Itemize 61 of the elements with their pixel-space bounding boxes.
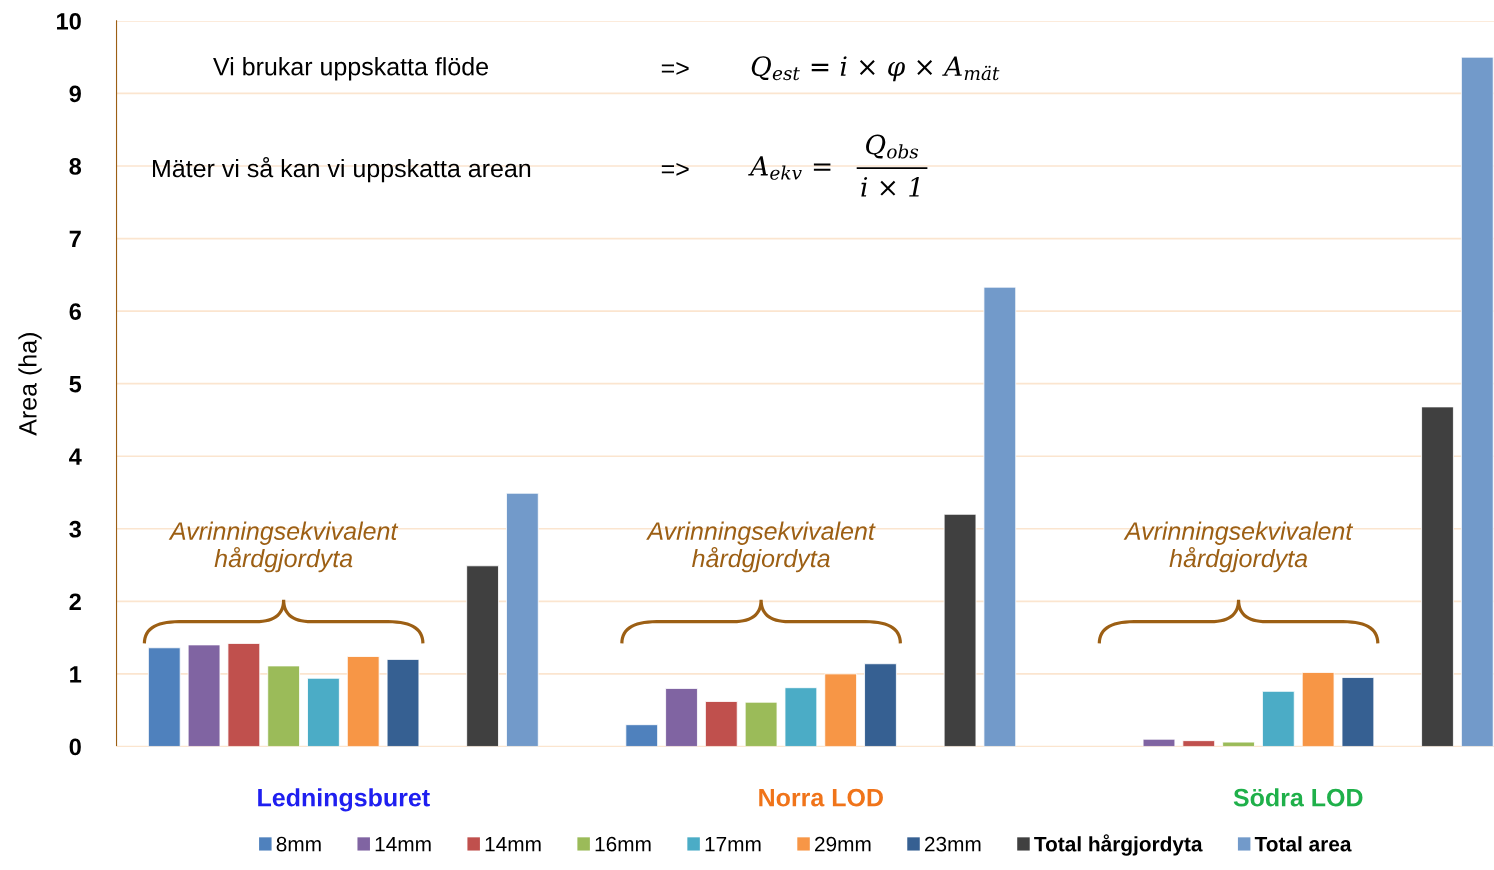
bar (1262, 690, 1295, 747)
annotation: Q$_{obs}$ (866, 134, 919, 159)
bar (227, 643, 261, 747)
annotation: Avrinningsekvivalent hårdgjordyta (168, 521, 399, 573)
y-tick-label: 7 (69, 230, 81, 248)
annotation: Q$_{est}$ = i × φ × A$_{mät}$ (751, 56, 1000, 82)
y-tick-label: 1 (70, 666, 82, 683)
y-tick-label: 0 (69, 738, 81, 756)
y-axis-title: Area (ha) (18, 333, 42, 436)
legend-label: 29mm (815, 836, 871, 852)
y-tick-label: 10 (57, 12, 81, 30)
bar (625, 724, 659, 747)
bar (307, 677, 340, 747)
bar (187, 644, 221, 747)
legend-label: Total hårgjordyta (1034, 834, 1203, 856)
annotation: Avrinningsekvivalent hårdgjordyta (1123, 521, 1354, 573)
bar (983, 286, 1017, 747)
legend-label: 14mm (485, 836, 541, 852)
annotation: Vi brukar uppskatta flöde (213, 57, 488, 81)
bar (824, 673, 858, 747)
bar (1460, 56, 1494, 747)
bar (1142, 738, 1176, 747)
annotation: => (661, 162, 689, 176)
bar (1222, 741, 1255, 747)
legend-label: 8mm (276, 836, 321, 852)
bar (466, 565, 499, 747)
annotation: Avrinningsekvivalent hårdgjordyta (646, 521, 876, 573)
bar (1182, 740, 1216, 747)
annotation: i × 1 (861, 176, 919, 197)
y-tick-label: 8 (69, 158, 82, 175)
bar (506, 492, 539, 747)
annotation: Mäter vi så kan vi uppskatta arean (153, 156, 531, 183)
y-tick-label: 3 (69, 520, 81, 538)
legend-label: 17mm (705, 836, 761, 852)
bar (147, 647, 181, 747)
bar (267, 665, 300, 747)
legend-label: 16mm (595, 836, 651, 852)
bar (784, 687, 818, 747)
bar (665, 687, 698, 747)
y-tick-label: 5 (69, 375, 82, 393)
bar (943, 513, 977, 747)
y-tick-label: 2 (69, 593, 81, 610)
annotation: => (661, 62, 689, 75)
bar (386, 658, 420, 747)
bar (1301, 672, 1335, 747)
bar (1421, 406, 1454, 747)
annotation: A$_{ekv}$ = (748, 156, 831, 180)
x-tick-label: Södra LOD (1233, 788, 1363, 807)
y-tick-label: 9 (69, 85, 81, 103)
x-tick-label: Norra LOD (759, 788, 883, 807)
x-tick-label: Ledningsburet (258, 788, 430, 812)
bar (864, 663, 897, 747)
bar (346, 656, 380, 747)
legend-label: 14mm (375, 836, 431, 852)
y-tick-label: 4 (69, 448, 82, 465)
legend-label: 23mm (924, 836, 981, 852)
bar (704, 701, 738, 747)
legend-label: Total area (1254, 836, 1352, 852)
y-tick-label: 6 (69, 303, 81, 320)
bar (744, 701, 778, 747)
bar (1341, 677, 1375, 747)
